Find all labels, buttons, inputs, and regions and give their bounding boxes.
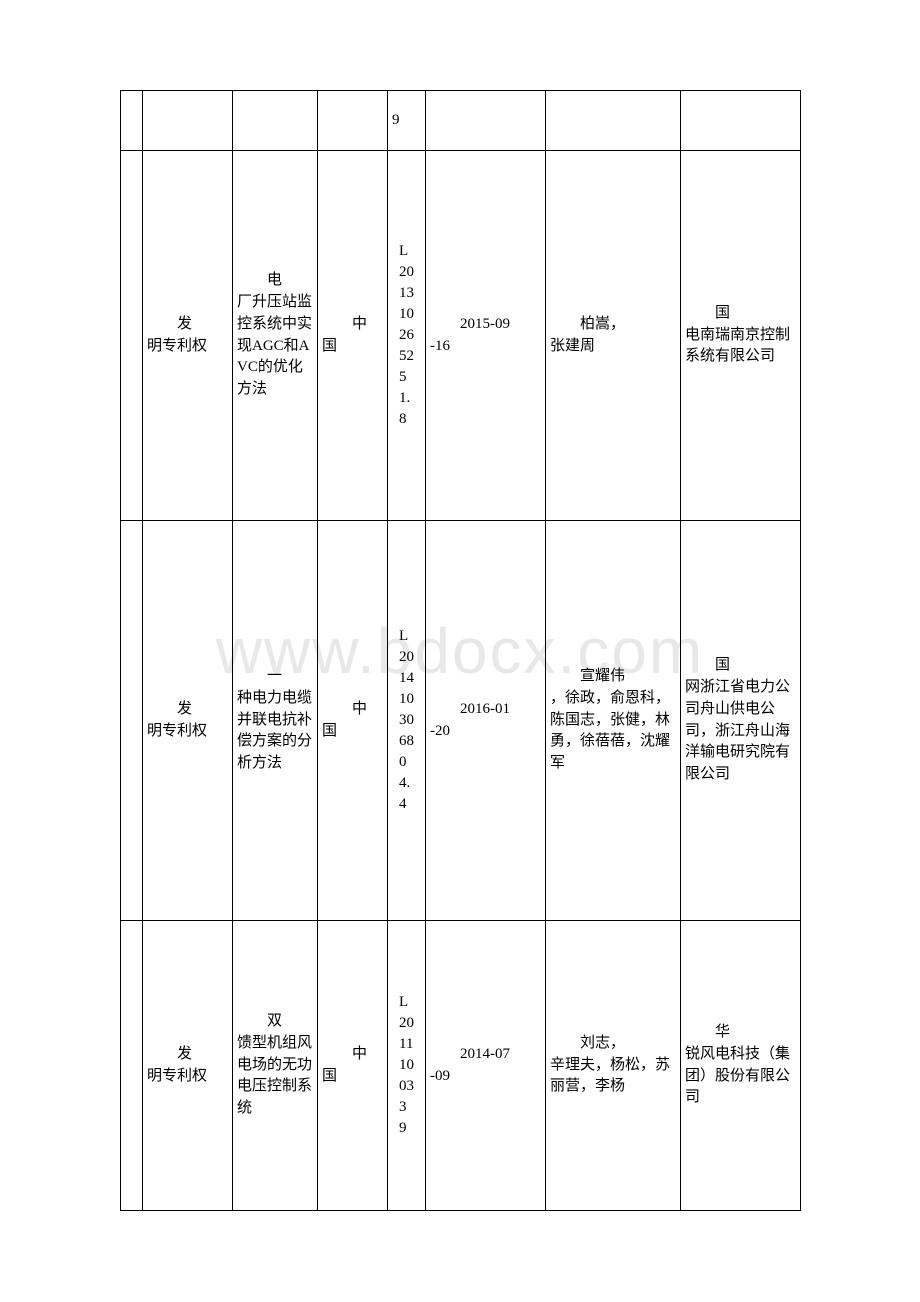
cell-text: 发 — [147, 699, 228, 721]
cell-text: 2014-07 — [430, 1044, 541, 1066]
cell-text: 电 — [237, 270, 313, 292]
cell-text: 馈型机组风电场的无功电压控制系统 — [237, 1035, 312, 1116]
page: www.bdocx.com 9 发明专利权 — [0, 0, 920, 1302]
patent-table: 9 发明专利权 电厂升压站监控系统中实现AGC和AVC的优化方法 中国 — [120, 90, 801, 1211]
cell-inventor: 刘志，辛理夫，杨松，苏丽营，李杨 — [546, 921, 681, 1211]
cell-text: 2015-09 — [430, 314, 541, 336]
cell-number: 9 — [388, 91, 426, 151]
cell-country: 中国 — [318, 921, 388, 1211]
cell-text: 国 — [322, 1068, 337, 1084]
table-row: 发明专利权 双馈型机组风电场的无功电压控制系统 中国 L201110033 9 … — [121, 921, 801, 1211]
cell-text: 种电力电缆并联电抗补偿方案的分析方法 — [237, 690, 312, 771]
cell-title: 一种电力电缆并联电抗补偿方案的分析方法 — [233, 521, 318, 921]
cell-text: L201110033 9 — [399, 992, 414, 1139]
cell-number: L201310265251.8 — [388, 151, 426, 521]
cell-text: ，徐政，俞恩科，陈国志，张健，林勇，徐蓓蓓，沈耀军 — [550, 690, 670, 771]
cell-text: 一 — [237, 666, 313, 688]
cell-text: -20 — [430, 723, 450, 739]
cell-text: 刘志， — [550, 1033, 676, 1055]
cell-owner: 国电南瑞南京控制系统有限公司 — [681, 151, 801, 521]
cell-country — [318, 91, 388, 151]
cell-date: 2016-01 -20 — [426, 521, 546, 921]
cell-text: 中 — [322, 699, 383, 721]
cell-text: 国 — [685, 303, 796, 325]
cell-text: -09 — [430, 1068, 450, 1084]
cell-text: 明专利权 — [147, 723, 207, 739]
cell-country: 中国 — [318, 521, 388, 921]
table-row: 发明专利权 电厂升压站监控系统中实现AGC和AVC的优化方法 中国 L20131… — [121, 151, 801, 521]
cell-inventor: 柏嵩， 张建周 — [546, 151, 681, 521]
cell-type — [143, 91, 233, 151]
cell-title: 电厂升压站监控系统中实现AGC和AVC的优化方法 — [233, 151, 318, 521]
cell-text: 国 — [322, 723, 337, 739]
table-row: 发明专利权 一种电力电缆并联电抗补偿方案的分析方法 中国 L2014103068… — [121, 521, 801, 921]
cell-text: 国 — [685, 655, 796, 677]
cell-index — [121, 151, 143, 521]
cell-text: 双 — [237, 1011, 313, 1033]
cell-title: 双馈型机组风电场的无功电压控制系统 — [233, 921, 318, 1211]
cell-text: 厂升压站监控系统中实现AGC和AVC的优化方法 — [237, 294, 312, 397]
cell-text: 发 — [147, 1044, 228, 1066]
cell-text: 柏嵩， — [550, 314, 676, 336]
cell-owner: 华锐风电科技（集团）股份有限公司 — [681, 921, 801, 1211]
cell-text: 明专利权 — [147, 338, 207, 354]
cell-text: 明专利权 — [147, 1068, 207, 1084]
cell-date: 2015-09 -16 — [426, 151, 546, 521]
cell-type: 发明专利权 — [143, 151, 233, 521]
cell-text: 电南瑞南京控制系统有限公司 — [685, 327, 790, 365]
cell-text: 中 — [322, 314, 383, 336]
cell-text: 辛理夫，杨松，苏丽营，李杨 — [550, 1057, 670, 1095]
cell-country: 中国 — [318, 151, 388, 521]
cell-index — [121, 921, 143, 1211]
cell-date: 2014-07 -09 — [426, 921, 546, 1211]
cell-owner — [681, 91, 801, 151]
cell-text: L201410306804.4 — [399, 626, 414, 815]
cell-index — [121, 521, 143, 921]
cell-number: L201110033 9 — [388, 921, 426, 1211]
cell-text: 中 — [322, 1044, 383, 1066]
cell-text: L201310265251.8 — [399, 241, 414, 430]
cell-text: 华 — [685, 1022, 796, 1044]
cell-date — [426, 91, 546, 151]
table-row: 9 — [121, 91, 801, 151]
cell-number: L201410306804.4 — [388, 521, 426, 921]
cell-text: 锐风电科技（集团）股份有限公司 — [685, 1046, 790, 1106]
cell-text: 宣耀伟 — [550, 666, 676, 688]
cell-owner: 国网浙江省电力公司舟山供电公司，浙江舟山海洋输电研究院有限公司 — [681, 521, 801, 921]
cell-text: 2016-01 — [430, 699, 541, 721]
cell-title — [233, 91, 318, 151]
cell-inventor: 宣耀伟，徐政，俞恩科，陈国志，张健，林勇，徐蓓蓓，沈耀军 — [546, 521, 681, 921]
cell-text: -16 — [430, 338, 450, 354]
cell-index — [121, 91, 143, 151]
cell-text: 张建周 — [550, 338, 595, 354]
cell-type: 发明专利权 — [143, 521, 233, 921]
cell-type: 发明专利权 — [143, 921, 233, 1211]
cell-text: 网浙江省电力公司舟山供电公司，浙江舟山海洋输电研究院有限公司 — [685, 679, 790, 782]
cell-text: 国 — [322, 338, 337, 354]
cell-inventor — [546, 91, 681, 151]
cell-text: 发 — [147, 314, 228, 336]
